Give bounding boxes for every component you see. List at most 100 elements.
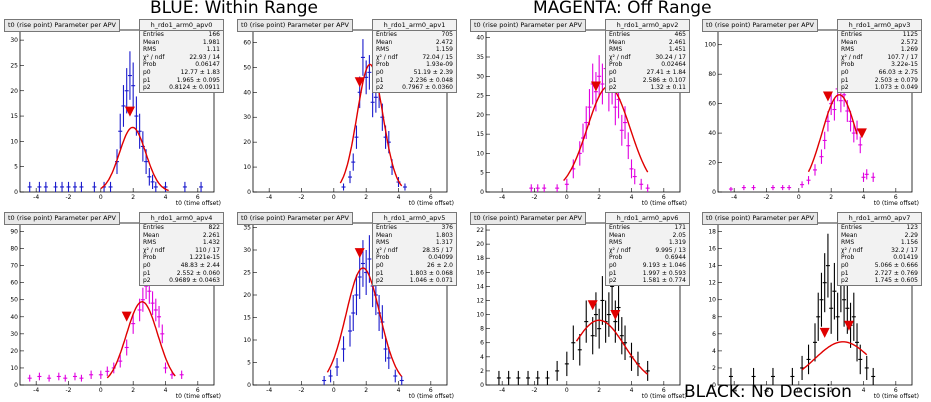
stats-value: 1.269: [900, 46, 918, 54]
stats-key: RMS: [841, 239, 855, 247]
x-tick-label: 6: [196, 194, 200, 201]
histogram-panel: 0 20 40 60 80 100 -4 -2 0 2 4 6 t0 (rise point) Para…: [700, 18, 922, 208]
data-point: [79, 374, 84, 382]
data-point: [825, 233, 830, 298]
stats-value: 5.066 ± 0.666: [874, 261, 918, 269]
stats-value: 1.317: [435, 239, 453, 247]
x-tick-label: 6: [894, 387, 898, 394]
marker-triangle: [610, 310, 621, 321]
x-tick-label: -4: [33, 194, 39, 201]
stats-value: 3.22e-15: [891, 61, 918, 69]
stats-key: RMS: [376, 46, 390, 54]
stats-key: p0: [841, 68, 849, 76]
data-point: [584, 300, 589, 343]
data-point: [66, 181, 71, 192]
stats-row: p1 1.997 ± 0.593: [606, 270, 689, 278]
data-point: [623, 325, 628, 360]
stats-key: p1: [376, 76, 384, 84]
stats-key: p0: [609, 261, 617, 269]
data-point: [348, 315, 352, 347]
histogram-panel: 0 2 4 6 8 10 12 14 16 18 -4 -2 0 2 4 6 t0 (rise point) P…: [700, 211, 922, 401]
x-tick-label: -4: [33, 387, 39, 394]
banner-blue: BLUE: Within Range: [150, 0, 318, 18]
data-point: [60, 181, 65, 192]
y-tick-label: 16: [476, 269, 484, 276]
stats-row: p2 1.32 ± 0.11: [606, 84, 689, 92]
panel-title: t0 (rise point) Parameter per APV: [237, 212, 353, 225]
stats-key: χ² / ndf: [609, 53, 631, 61]
data-point: [131, 62, 136, 109]
y-tick-label: 40: [476, 35, 484, 42]
data-point: [341, 183, 346, 191]
data-point: [402, 183, 407, 191]
data-point: [63, 374, 68, 382]
stats-key: Entries: [841, 31, 862, 38]
stats-key: RMS: [841, 46, 855, 54]
y-tick-label: 50: [10, 297, 18, 304]
x-tick-label: 2: [829, 387, 833, 394]
fit-curve: [575, 319, 649, 375]
y-tick-label: 6: [712, 331, 716, 338]
stats-row: p0 9.193 ± 1.046: [606, 262, 689, 270]
data-point: [545, 370, 550, 385]
data-point: [564, 178, 569, 190]
data-point: [506, 370, 511, 385]
stats-value: 0.7967 ± 0.0360: [402, 84, 453, 92]
stats-row: p0 48.83 ± 2.44: [140, 262, 223, 270]
stats-row: RMS 1.432: [140, 239, 223, 247]
stats-row: Prob 0.06147: [140, 61, 223, 69]
stats-key: p2: [841, 84, 849, 92]
stats-key: Mean: [143, 231, 160, 239]
data-point: [832, 98, 837, 121]
x-tick-label: -4: [499, 387, 505, 394]
data-point: [751, 367, 756, 385]
stats-value: 2.472: [435, 38, 453, 46]
data-point: [600, 276, 605, 325]
stats-value: 171: [674, 224, 686, 231]
stats-key: Mean: [841, 38, 858, 46]
data-point: [629, 159, 634, 179]
data-point: [864, 355, 869, 381]
histogram-plot: 0 20 40 60 80 100 -4 -2 0 2 4 6: [705, 29, 913, 201]
stats-row: Entries 465: [606, 31, 689, 39]
stats-box: h_rdo1_arm0_apv6 Entries 171 Mean 2.05 RMS 1.3…: [605, 212, 690, 286]
marker-triangle: [819, 327, 830, 338]
data-point: [855, 323, 860, 362]
y-tick-label: 40: [243, 89, 251, 96]
stats-value: 2.261: [202, 231, 220, 239]
data-point: [157, 306, 162, 328]
x-tick-label: 2: [597, 194, 601, 201]
stats-row: RMS 1.156: [838, 239, 921, 247]
x-axis-label: t0 (time offset): [175, 200, 221, 207]
y-tick-label: 30: [10, 331, 18, 338]
data-point: [832, 262, 837, 320]
data-point: [348, 170, 352, 184]
data-point: [861, 172, 866, 182]
data-point: [367, 55, 372, 90]
stats-row: Entries 171: [606, 224, 689, 232]
stats-value: 1125: [902, 31, 918, 38]
histogram-name: h_rdo1_arm0_apv3: [838, 20, 921, 31]
y-tick-label: 2: [712, 365, 716, 372]
stats-key: Prob: [609, 61, 623, 69]
stats-row: p2 1.581 ± 0.774: [606, 277, 689, 285]
marker-triangle: [856, 128, 867, 139]
histogram-name: h_rdo1_arm0_apv2: [606, 20, 689, 31]
stats-key: RMS: [609, 239, 623, 247]
data-point: [105, 366, 110, 377]
x-tick-label: 0: [797, 387, 801, 394]
x-tick-label: 6: [894, 194, 898, 201]
stats-box: h_rdo1_arm0_apv0 Entries 166 Mean 1.981 RMS 1.…: [139, 19, 224, 93]
y-tick-label: 20: [243, 292, 251, 299]
y-tick-label: 12: [708, 280, 716, 287]
y-tick-label: 30: [243, 247, 251, 254]
y-tick-label: 80: [708, 71, 716, 78]
y-tick-label: 4: [480, 354, 484, 361]
stats-row: Prob 0.6944: [606, 254, 689, 262]
x-tick-label: 4: [862, 194, 866, 201]
data-point: [127, 51, 132, 100]
x-tick-label: 6: [662, 194, 666, 201]
data-point: [600, 63, 605, 105]
fit-curve: [563, 85, 649, 182]
stats-key: p0: [609, 68, 617, 76]
